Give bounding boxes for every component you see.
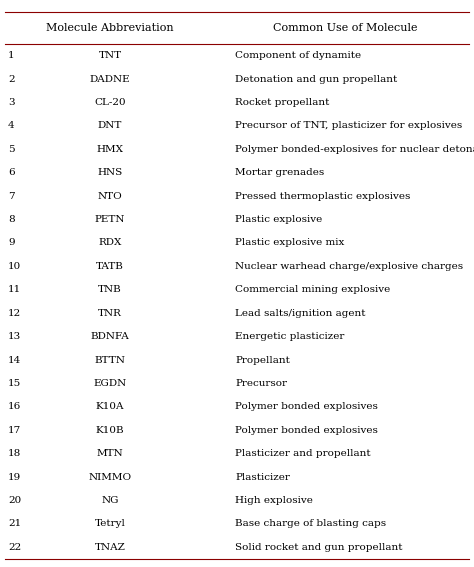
- Text: 2: 2: [8, 75, 15, 83]
- Text: RDX: RDX: [98, 239, 122, 247]
- Text: Plasticizer and propellant: Plasticizer and propellant: [235, 449, 371, 458]
- Text: Molecule Abbreviation: Molecule Abbreviation: [46, 23, 174, 33]
- Text: 14: 14: [8, 356, 21, 365]
- Text: 5: 5: [8, 145, 15, 154]
- Text: 6: 6: [8, 168, 15, 177]
- Text: HNS: HNS: [97, 168, 123, 177]
- Text: DADNE: DADNE: [90, 75, 130, 83]
- Text: TATB: TATB: [96, 262, 124, 271]
- Text: 15: 15: [8, 379, 21, 388]
- Text: Common Use of Molecule: Common Use of Molecule: [273, 23, 417, 33]
- Text: 21: 21: [8, 519, 21, 528]
- Text: Base charge of blasting caps: Base charge of blasting caps: [235, 519, 386, 528]
- Text: NTO: NTO: [98, 192, 122, 201]
- Text: Tetryl: Tetryl: [94, 519, 126, 528]
- Text: 4: 4: [8, 121, 15, 130]
- Text: K10B: K10B: [96, 426, 124, 435]
- Text: Polymer bonded-explosives for nuclear detonation: Polymer bonded-explosives for nuclear de…: [235, 145, 474, 154]
- Text: Nuclear warhead charge/explosive charges: Nuclear warhead charge/explosive charges: [235, 262, 463, 271]
- Text: 3: 3: [8, 98, 15, 107]
- Text: TNT: TNT: [99, 51, 121, 60]
- Text: TNAZ: TNAZ: [94, 543, 126, 552]
- Text: EGDN: EGDN: [93, 379, 127, 388]
- Text: DNT: DNT: [98, 121, 122, 130]
- Text: Energetic plasticizer: Energetic plasticizer: [235, 332, 345, 341]
- Text: K10A: K10A: [96, 403, 124, 411]
- Text: BDNFA: BDNFA: [91, 332, 129, 341]
- Text: Polymer bonded explosives: Polymer bonded explosives: [235, 403, 378, 411]
- Text: NG: NG: [101, 496, 119, 505]
- Text: 1: 1: [8, 51, 15, 60]
- Text: 16: 16: [8, 403, 21, 411]
- Text: 12: 12: [8, 308, 21, 318]
- Text: 17: 17: [8, 426, 21, 435]
- Text: Plastic explosive: Plastic explosive: [235, 215, 322, 224]
- Text: NIMMO: NIMMO: [89, 472, 132, 481]
- Text: HMX: HMX: [97, 145, 124, 154]
- Text: Plastic explosive mix: Plastic explosive mix: [235, 239, 345, 247]
- Text: 13: 13: [8, 332, 21, 341]
- Text: Precursor of TNT, plasticizer for explosives: Precursor of TNT, plasticizer for explos…: [235, 121, 462, 130]
- Text: Polymer bonded explosives: Polymer bonded explosives: [235, 426, 378, 435]
- Text: 20: 20: [8, 496, 21, 505]
- Text: Detonation and gun propellant: Detonation and gun propellant: [235, 75, 397, 83]
- Text: 10: 10: [8, 262, 21, 271]
- Text: 7: 7: [8, 192, 15, 201]
- Text: 22: 22: [8, 543, 21, 552]
- Text: TNR: TNR: [98, 308, 122, 318]
- Text: Propellant: Propellant: [235, 356, 290, 365]
- Text: MTN: MTN: [97, 449, 123, 458]
- Text: Pressed thermoplastic explosives: Pressed thermoplastic explosives: [235, 192, 410, 201]
- Text: PETN: PETN: [95, 215, 125, 224]
- Text: Commercial mining explosive: Commercial mining explosive: [235, 285, 390, 294]
- Text: Plasticizer: Plasticizer: [235, 472, 290, 481]
- Text: 9: 9: [8, 239, 15, 247]
- Text: Component of dynamite: Component of dynamite: [235, 51, 361, 60]
- Text: Lead salts/ignition agent: Lead salts/ignition agent: [235, 308, 365, 318]
- Text: 19: 19: [8, 472, 21, 481]
- Text: Solid rocket and gun propellant: Solid rocket and gun propellant: [235, 543, 402, 552]
- Text: 18: 18: [8, 449, 21, 458]
- Text: Mortar grenades: Mortar grenades: [235, 168, 324, 177]
- Text: Precursor: Precursor: [235, 379, 287, 388]
- Text: BTTN: BTTN: [94, 356, 126, 365]
- Text: 11: 11: [8, 285, 21, 294]
- Text: TNB: TNB: [98, 285, 122, 294]
- Text: High explosive: High explosive: [235, 496, 313, 505]
- Text: 8: 8: [8, 215, 15, 224]
- Text: Rocket propellant: Rocket propellant: [235, 98, 329, 107]
- Text: CL-20: CL-20: [94, 98, 126, 107]
